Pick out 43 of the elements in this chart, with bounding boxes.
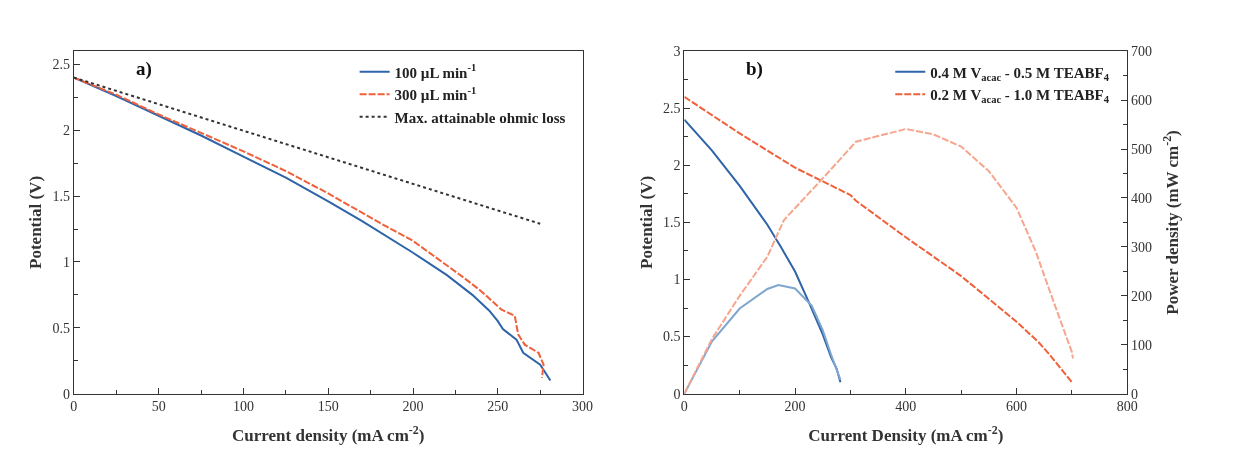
y-tick-label: 1 [63, 254, 71, 270]
legend-label: 100 µL min$^{-1}$ [394, 62, 477, 81]
y2-tick-label: 100 [1131, 337, 1153, 353]
y-tick-label: 0 [63, 386, 71, 402]
y-tick-label: 2 [673, 158, 681, 174]
y-tick-label: 1 [673, 272, 681, 288]
x-axis-title: Current Density (mA cm$^{-2}$) [808, 422, 1004, 445]
y-tick-label: 2 [63, 123, 71, 139]
x-tick-label: 600 [1006, 399, 1028, 415]
legend-label: 0.4 M V$_{acac}$ - 0.5 M TEABF$_{4}$ [930, 64, 1110, 83]
y-tick-label: 2.5 [663, 101, 681, 117]
y-tick-label: 1.5 [663, 215, 681, 231]
x-tick-label: 800 [1116, 399, 1138, 415]
y2-tick-label: 700 [1131, 44, 1153, 60]
legend-label: 300 µL min$^{-1}$ [394, 84, 477, 104]
x-tick-label: 150 [317, 399, 339, 415]
y-tick-label: 0.5 [663, 329, 681, 345]
line-series [684, 118, 842, 384]
y-tick-label: 3 [673, 44, 681, 60]
y-tick-label: 2.5 [52, 57, 71, 73]
x-tick-label: 200 [784, 399, 806, 415]
legend-label: 0.2 M V$_{acac}$ - 1.0 M TEABF$_{4}$ [930, 87, 1110, 106]
annotation: a) [136, 58, 152, 80]
x-tick-label: 100 [232, 399, 254, 415]
y2-tick-label: 400 [1131, 190, 1153, 206]
legend-label: Max. attainable ohmic loss [394, 109, 566, 126]
x-tick-label: 50 [151, 399, 166, 415]
annotation: b) [746, 58, 763, 80]
y2-tick-label: 600 [1131, 93, 1153, 109]
x-axis-title: Current density (mA cm$^{-2}$) [232, 422, 425, 445]
y2-tick-label: 200 [1131, 288, 1153, 304]
y-tick-label: 0 [673, 386, 681, 402]
x-tick-label: 250 [487, 399, 509, 415]
y2-tick-label: 500 [1131, 141, 1153, 157]
y-axis-title: Potential (V) [636, 175, 656, 269]
x-tick-label: 200 [402, 399, 424, 415]
y2-tick-label: 0 [1131, 386, 1139, 402]
y2-tick-label: 300 [1131, 239, 1153, 255]
y-tick-label: 0.5 [52, 320, 71, 336]
y-tick-label: 1.5 [52, 189, 71, 204]
x-tick-label: 300 [572, 399, 594, 415]
y-axis-title: Potential (V) [26, 175, 46, 269]
x-tick-label: 400 [895, 399, 917, 415]
